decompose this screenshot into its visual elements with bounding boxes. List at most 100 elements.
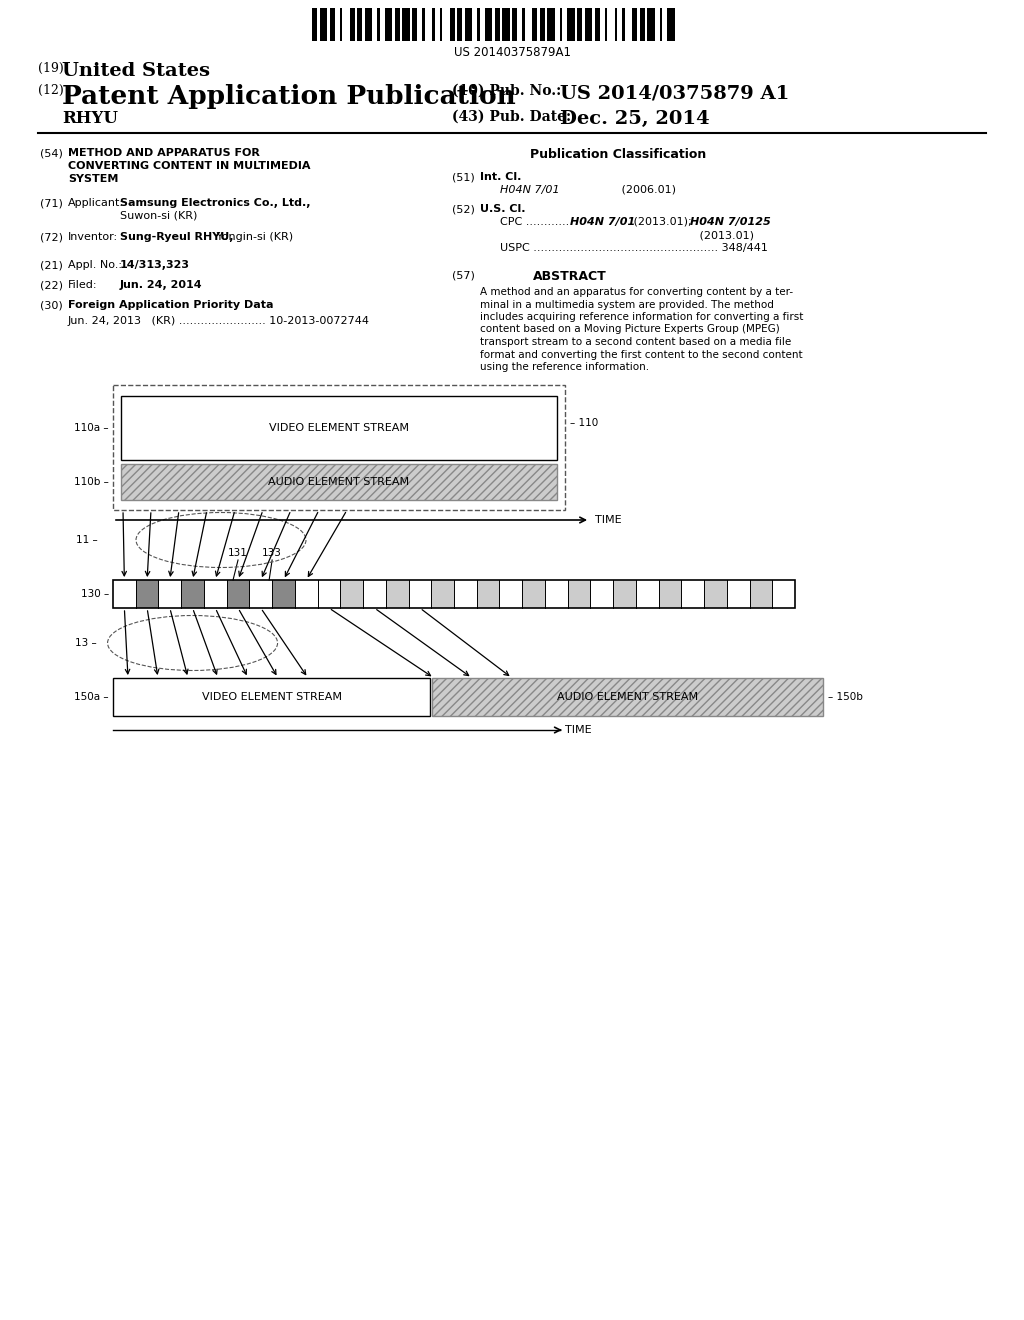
Bar <box>431 579 454 609</box>
Bar <box>614 8 617 41</box>
Text: H04N 7/0125: H04N 7/0125 <box>690 216 771 227</box>
Bar <box>532 8 537 41</box>
Bar <box>647 8 654 41</box>
Bar <box>595 8 599 41</box>
Text: Int. Cl.: Int. Cl. <box>480 172 521 182</box>
Text: Jun. 24, 2013   (KR) ........................ 10-2013-0072744: Jun. 24, 2013 (KR) .....................… <box>68 315 370 326</box>
Bar <box>330 8 335 41</box>
Bar <box>667 8 675 41</box>
Bar <box>340 579 364 609</box>
Text: 13 –: 13 – <box>75 638 96 648</box>
Text: transport stream to a second content based on a media file: transport stream to a second content bas… <box>480 337 792 347</box>
Text: United States: United States <box>62 62 210 81</box>
Text: Foreign Application Priority Data: Foreign Application Priority Data <box>68 300 273 310</box>
Text: (30): (30) <box>40 300 62 310</box>
Text: 150a –: 150a – <box>75 692 109 702</box>
Bar <box>567 579 591 609</box>
Bar <box>136 579 159 609</box>
Text: (2006.01): (2006.01) <box>590 185 676 195</box>
Bar <box>540 8 545 41</box>
Text: 110b –: 110b – <box>74 477 109 487</box>
Bar <box>365 8 372 41</box>
Text: minal in a multimedia system are provided. The method: minal in a multimedia system are provide… <box>480 300 774 309</box>
Bar <box>113 385 565 510</box>
Bar <box>559 8 562 41</box>
Text: (2013.01): (2013.01) <box>570 230 754 240</box>
Bar <box>402 8 410 41</box>
Text: (57): (57) <box>452 271 475 280</box>
Text: (52): (52) <box>452 205 475 214</box>
Text: Patent Application Publication: Patent Application Publication <box>62 84 516 110</box>
Bar <box>364 579 386 609</box>
Text: ABSTRACT: ABSTRACT <box>534 271 607 282</box>
Bar <box>422 8 425 41</box>
Text: CPC ............: CPC ............ <box>500 216 569 227</box>
Bar <box>484 8 492 41</box>
Text: (19): (19) <box>38 62 63 75</box>
Text: 131: 131 <box>228 548 248 558</box>
Bar <box>727 579 750 609</box>
Bar <box>317 579 340 609</box>
Bar <box>113 579 795 609</box>
Text: 130 –: 130 – <box>81 589 109 599</box>
Text: RHYU: RHYU <box>62 110 118 127</box>
Bar <box>750 579 772 609</box>
Text: 11 –: 11 – <box>76 535 98 545</box>
Bar <box>502 8 510 41</box>
Bar <box>632 8 637 41</box>
Bar <box>454 579 477 609</box>
Text: VIDEO ELEMENT STREAM: VIDEO ELEMENT STREAM <box>269 422 409 433</box>
Bar <box>547 8 555 41</box>
Text: US 2014/0375879 A1: US 2014/0375879 A1 <box>560 84 790 102</box>
Text: Samsung Electronics Co., Ltd.,: Samsung Electronics Co., Ltd., <box>120 198 310 209</box>
Text: 14/313,323: 14/313,323 <box>120 260 190 271</box>
Text: Dec. 25, 2014: Dec. 25, 2014 <box>560 110 710 128</box>
Text: (12): (12) <box>38 84 63 96</box>
Text: Sung-Ryeul RHYU,: Sung-Ryeul RHYU, <box>120 232 233 242</box>
Bar <box>377 8 380 41</box>
Bar <box>439 8 442 41</box>
Text: SYSTEM: SYSTEM <box>68 174 119 183</box>
Bar <box>384 8 392 41</box>
Bar <box>522 8 524 41</box>
Bar <box>319 8 327 41</box>
Bar <box>636 579 658 609</box>
Bar <box>640 8 644 41</box>
Bar <box>113 579 136 609</box>
Text: Jun. 24, 2014: Jun. 24, 2014 <box>120 280 203 290</box>
Text: Filed:: Filed: <box>68 280 97 290</box>
Bar <box>658 579 681 609</box>
Text: AUDIO ELEMENT STREAM: AUDIO ELEMENT STREAM <box>557 692 698 702</box>
Text: (2013.01);: (2013.01); <box>630 216 691 227</box>
Bar <box>613 579 636 609</box>
Bar <box>432 8 434 41</box>
Bar <box>495 8 500 41</box>
Bar <box>522 579 545 609</box>
Bar <box>340 8 342 41</box>
Text: (22): (22) <box>40 280 63 290</box>
Text: using the reference information.: using the reference information. <box>480 362 649 372</box>
Text: (72): (72) <box>40 232 63 242</box>
Bar <box>312 8 317 41</box>
Bar <box>349 8 354 41</box>
Text: (71): (71) <box>40 198 62 209</box>
Bar <box>500 579 522 609</box>
Text: Applicant:: Applicant: <box>68 198 124 209</box>
Bar <box>591 579 613 609</box>
Bar <box>272 579 295 609</box>
Text: H04N 7/01: H04N 7/01 <box>500 185 560 195</box>
Text: (21): (21) <box>40 260 62 271</box>
Text: USPC ................................................... 348/441: USPC ...................................… <box>500 243 768 253</box>
Bar <box>113 678 430 715</box>
Bar <box>386 579 409 609</box>
Bar <box>181 579 204 609</box>
Text: Publication Classification: Publication Classification <box>530 148 707 161</box>
Text: Inventor:: Inventor: <box>68 232 118 242</box>
Text: VIDEO ELEMENT STREAM: VIDEO ELEMENT STREAM <box>202 692 341 702</box>
Bar <box>204 579 226 609</box>
Text: Appl. No.:: Appl. No.: <box>68 260 122 271</box>
Bar <box>705 579 727 609</box>
Bar <box>659 8 662 41</box>
Text: CONVERTING CONTENT IN MULTIMEDIA: CONVERTING CONTENT IN MULTIMEDIA <box>68 161 310 172</box>
Text: TIME: TIME <box>565 725 592 735</box>
